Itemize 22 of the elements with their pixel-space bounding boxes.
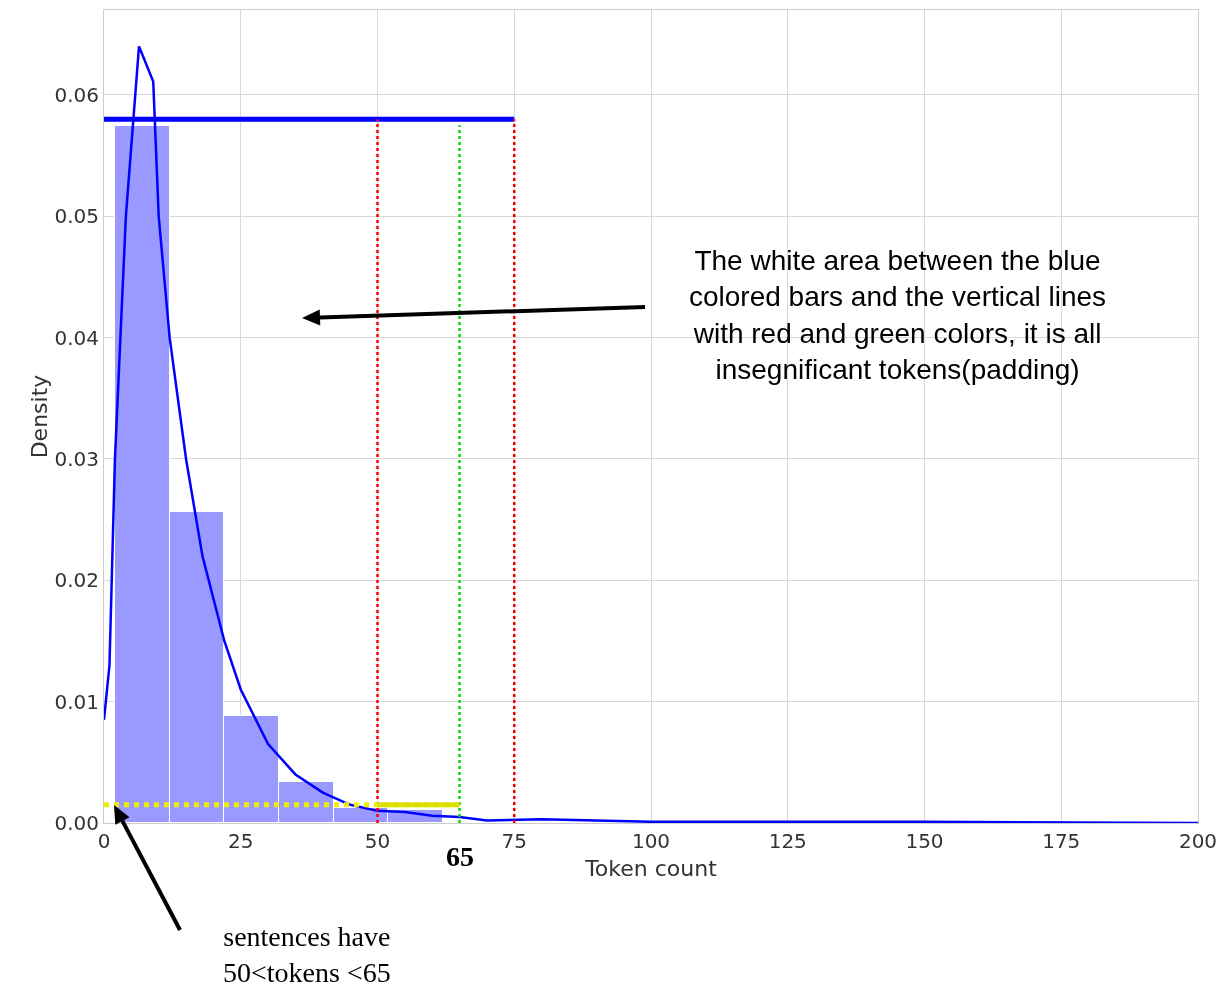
line-series	[104, 45, 1198, 823]
x-tick-label: 100	[631, 829, 671, 853]
y-tick-label: 0.06	[54, 82, 99, 107]
x-tick-label: 125	[768, 829, 807, 853]
x-tick-label: 25	[228, 829, 254, 853]
x-tick-label: 150	[905, 829, 944, 853]
y-tick-label: 0.03	[54, 446, 99, 471]
x-tick-label: 0	[97, 829, 111, 853]
y-tick-label: 0.04	[54, 325, 99, 350]
y-tick-label: 0.01	[54, 689, 99, 714]
x-tick-label: 200	[1178, 829, 1218, 853]
y-tick-label: 0.00	[54, 811, 99, 835]
x-axis-title: Token count	[584, 855, 718, 881]
annotation: The white area between the blue colored bars and the vertical lines with red and green colors, it is all insegnificant tokens(padding)	[689, 245, 1107, 386]
y-axis-title: Density	[27, 374, 53, 459]
x-tick-label: 75	[501, 829, 527, 853]
annotation: 65	[446, 841, 474, 872]
y-tick-label: 0.05	[54, 204, 99, 229]
text: sentences have 50<tokens <65	[223, 921, 391, 989]
x-tick-label: 50	[364, 829, 391, 853]
x-tick-label: 175	[1042, 829, 1081, 853]
y-tick-label: 0.02	[54, 568, 99, 593]
